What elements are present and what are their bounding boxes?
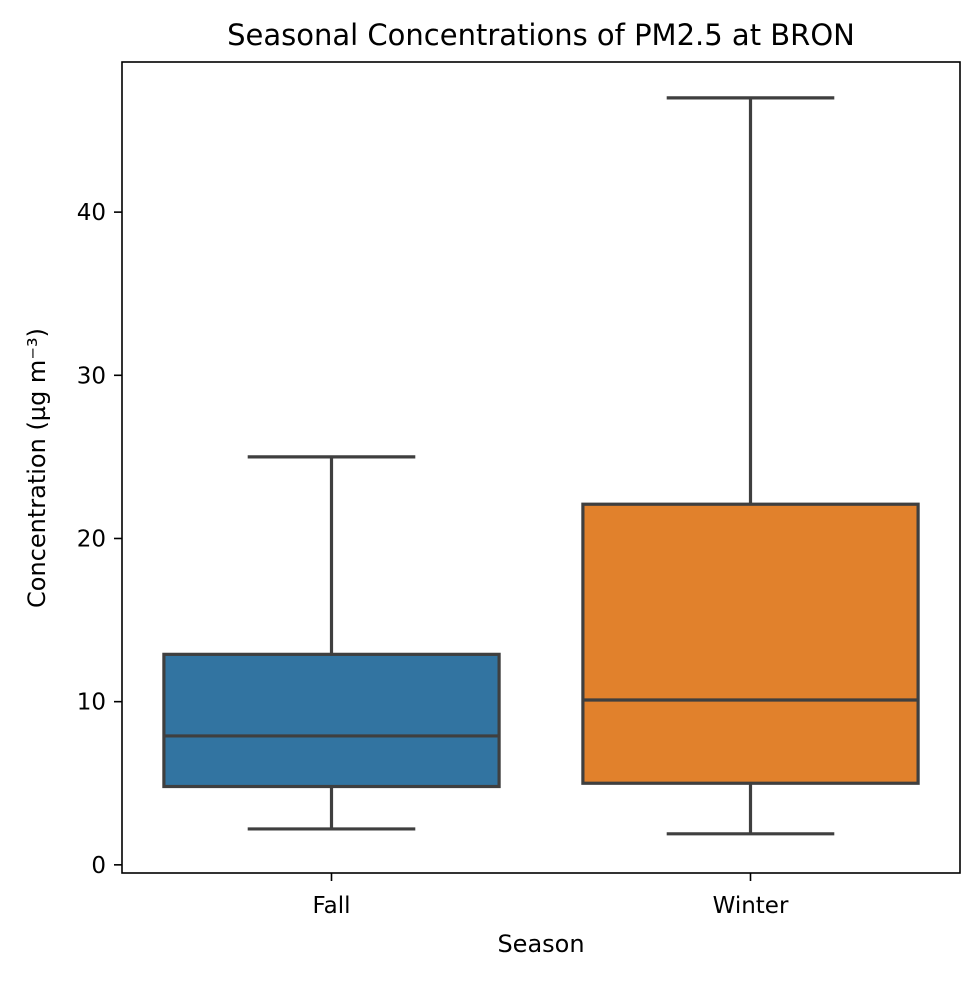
axes-frame [121, 61, 961, 874]
y-tick-label: 0 [91, 853, 106, 879]
box-winter [581, 96, 920, 836]
y-axis-label: Concentration (µg m⁻³) [23, 328, 51, 608]
y-tick-label: 10 [77, 690, 106, 716]
x-tick-label: Winter [713, 893, 789, 919]
y-tick-label: 30 [77, 363, 106, 389]
chart-title: Seasonal Concentrations of PM2.5 at BRON [227, 18, 855, 52]
y-tick-label: 20 [77, 526, 106, 552]
iqr-box [162, 652, 501, 789]
box-fall [162, 455, 501, 831]
x-tick-label: Fall [313, 893, 351, 919]
x-axis-label: Season [497, 930, 584, 958]
iqr-box [581, 502, 920, 785]
y-tick-label: 40 [77, 200, 106, 226]
plot-area [114, 96, 920, 881]
